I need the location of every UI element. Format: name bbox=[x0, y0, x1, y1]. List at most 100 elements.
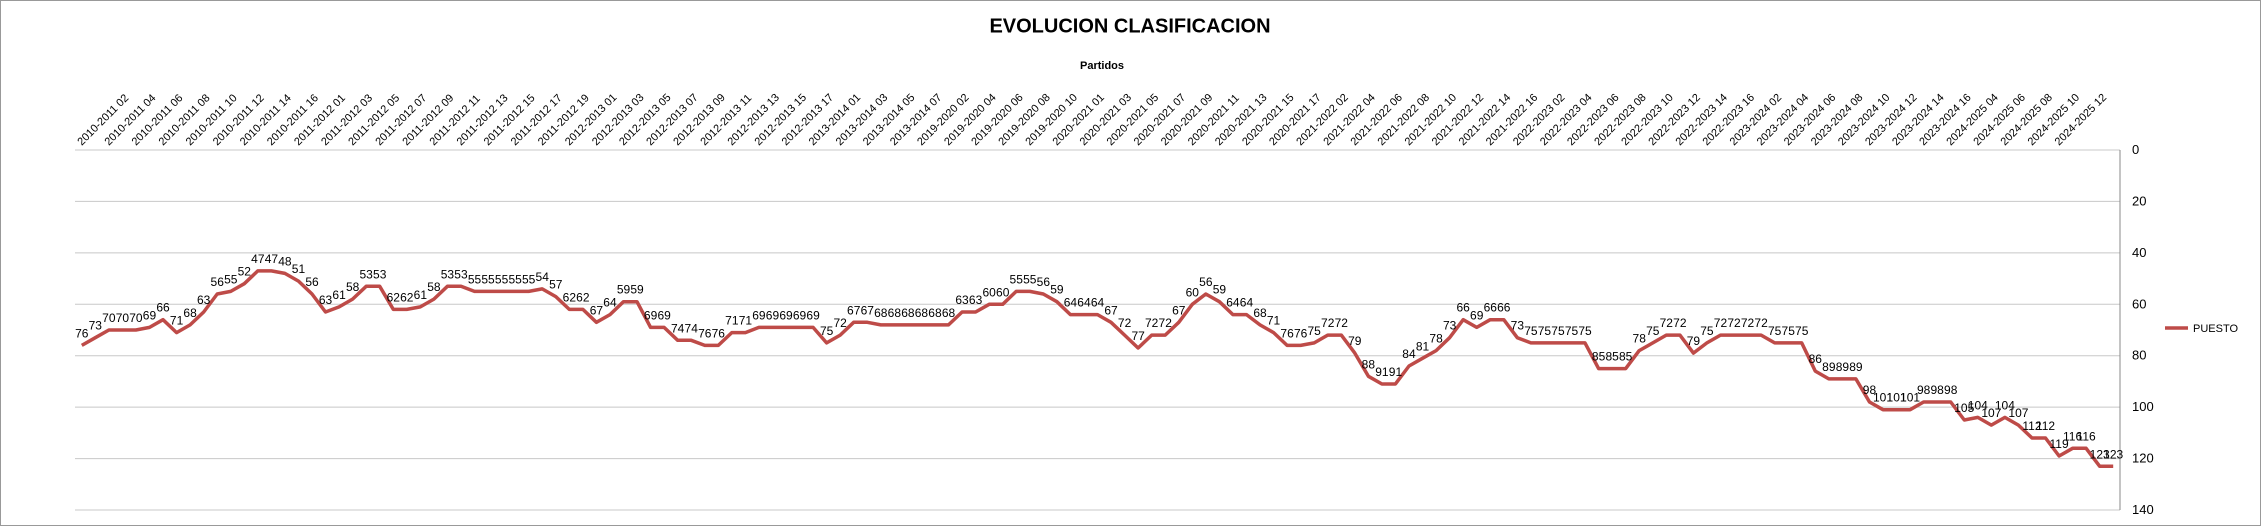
data-label: 69 bbox=[752, 308, 766, 322]
data-label: 60 bbox=[996, 285, 1010, 299]
data-label: 72 bbox=[1660, 316, 1674, 330]
data-label: 68 bbox=[915, 306, 929, 320]
y-tick-label: 120 bbox=[2132, 451, 2154, 466]
data-label: 119 bbox=[2049, 437, 2068, 451]
y-tick-label: 20 bbox=[2132, 193, 2146, 208]
data-label: 68 bbox=[888, 306, 902, 320]
data-label: 68 bbox=[874, 306, 888, 320]
data-label: 69 bbox=[1470, 308, 1484, 322]
data-label: 91 bbox=[1389, 365, 1403, 379]
data-label: 54 bbox=[536, 270, 550, 284]
data-label: 116 bbox=[2077, 429, 2096, 443]
data-label: 76 bbox=[712, 326, 726, 340]
data-label: 76 bbox=[75, 326, 89, 340]
data-label: 70 bbox=[129, 311, 143, 325]
data-label: 98 bbox=[1944, 383, 1958, 397]
data-label: 104 bbox=[1995, 398, 2015, 412]
data-label: 71 bbox=[725, 314, 739, 328]
data-label: 70 bbox=[116, 311, 130, 325]
data-label: 47 bbox=[251, 252, 265, 266]
y-tick-label: 60 bbox=[2132, 296, 2146, 311]
data-label: 71 bbox=[170, 314, 184, 328]
data-label: 98 bbox=[1917, 383, 1931, 397]
data-label: 55 bbox=[1010, 272, 1024, 286]
data-label: 75 bbox=[1795, 324, 1809, 338]
data-label: 68 bbox=[942, 306, 956, 320]
data-label: 69 bbox=[644, 308, 658, 322]
data-label: 78 bbox=[1429, 332, 1443, 346]
data-label: 47 bbox=[265, 252, 279, 266]
data-label: 66 bbox=[1497, 301, 1511, 315]
data-label: 84 bbox=[1402, 347, 1416, 361]
data-label: 68 bbox=[901, 306, 915, 320]
data-label: 98 bbox=[1863, 383, 1877, 397]
data-label: 55 bbox=[481, 272, 495, 286]
data-label: 73 bbox=[1511, 319, 1525, 333]
data-label: 75 bbox=[1538, 324, 1552, 338]
data-label: 53 bbox=[359, 267, 373, 281]
data-label: 116 bbox=[2063, 429, 2082, 443]
data-label: 69 bbox=[766, 308, 780, 322]
data-label: 68 bbox=[928, 306, 942, 320]
data-label: 59 bbox=[630, 283, 644, 297]
data-label: 81 bbox=[1416, 339, 1430, 353]
data-label: 72 bbox=[1754, 316, 1768, 330]
data-label: 71 bbox=[739, 314, 753, 328]
data-label: 89 bbox=[1849, 360, 1863, 374]
data-label: 107 bbox=[1981, 406, 2001, 420]
data-label: 56 bbox=[1037, 275, 1051, 289]
data-label: 74 bbox=[685, 321, 699, 335]
data-label: 55 bbox=[508, 272, 522, 286]
data-label: 75 bbox=[1768, 324, 1782, 338]
data-label: 79 bbox=[1687, 334, 1701, 348]
data-label: 56 bbox=[211, 275, 225, 289]
data-label: 67 bbox=[847, 303, 861, 317]
data-label: 75 bbox=[1524, 324, 1538, 338]
data-label: 101 bbox=[1887, 391, 1907, 405]
data-label: 105 bbox=[1954, 401, 1974, 415]
data-label: 72 bbox=[1727, 316, 1741, 330]
data-label: 69 bbox=[793, 308, 807, 322]
data-label: 75 bbox=[1308, 324, 1322, 338]
data-label: 79 bbox=[1348, 334, 1362, 348]
data-label: 63 bbox=[319, 293, 333, 307]
data-label: 73 bbox=[1443, 319, 1457, 333]
data-label: 72 bbox=[1145, 316, 1159, 330]
data-label: 64 bbox=[1077, 296, 1091, 310]
data-label: 75 bbox=[1578, 324, 1592, 338]
data-label: 86 bbox=[1809, 352, 1823, 366]
data-label: 63 bbox=[969, 293, 983, 307]
data-label: 60 bbox=[1186, 285, 1200, 299]
data-label: 89 bbox=[1836, 360, 1850, 374]
y-tick-label: 140 bbox=[2132, 502, 2154, 517]
data-label: 59 bbox=[1050, 283, 1064, 297]
data-label: 66 bbox=[1484, 301, 1498, 315]
data-label: 85 bbox=[1592, 350, 1606, 364]
data-label: 76 bbox=[1280, 326, 1294, 340]
y-tick-label: 40 bbox=[2132, 245, 2146, 260]
data-label: 72 bbox=[1321, 316, 1335, 330]
data-label: 67 bbox=[590, 303, 604, 317]
data-label: 59 bbox=[617, 283, 631, 297]
data-label: 91 bbox=[1375, 365, 1389, 379]
data-label: 69 bbox=[779, 308, 793, 322]
data-label: 72 bbox=[1714, 316, 1728, 330]
data-label: 76 bbox=[698, 326, 712, 340]
data-label: 76 bbox=[1294, 326, 1308, 340]
data-label: 112 bbox=[2022, 419, 2041, 433]
data-label: 107 bbox=[2008, 406, 2028, 420]
data-label: 59 bbox=[1213, 283, 1227, 297]
data-label: 64 bbox=[1091, 296, 1105, 310]
data-label: 72 bbox=[1335, 316, 1349, 330]
data-label: 78 bbox=[1633, 332, 1647, 346]
data-label: 55 bbox=[522, 272, 536, 286]
data-label: 72 bbox=[1741, 316, 1755, 330]
data-label: 53 bbox=[454, 267, 468, 281]
data-label: 55 bbox=[224, 272, 238, 286]
data-label: 62 bbox=[563, 290, 577, 304]
y-tick-label: 80 bbox=[2132, 348, 2146, 363]
data-label: 123 bbox=[2103, 447, 2123, 461]
data-label: 70 bbox=[102, 311, 116, 325]
